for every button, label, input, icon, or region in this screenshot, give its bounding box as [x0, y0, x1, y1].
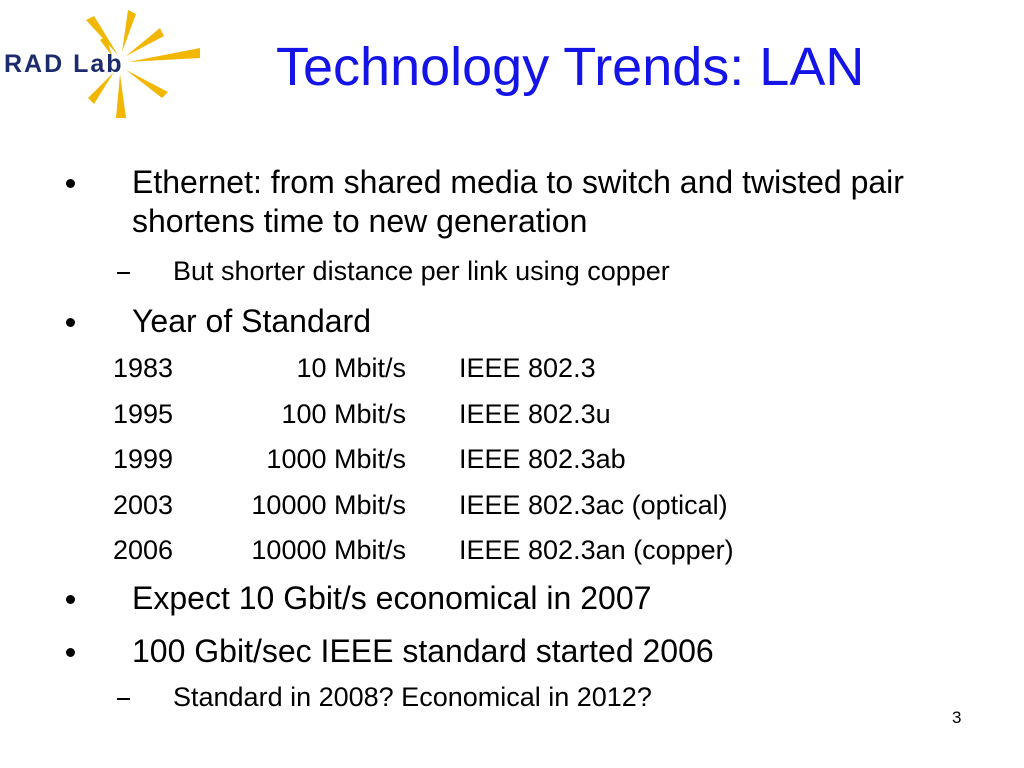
sub-bullet — [117, 272, 130, 274]
year-cell: 2003 — [113, 490, 174, 520]
bullet-text: Year of Standard — [132, 303, 371, 339]
bullet — [66, 595, 75, 604]
standard-cell: IEEE 802.3u — [459, 399, 611, 429]
standard-cell: IEEE 802.3 — [459, 353, 596, 383]
bullet — [66, 179, 75, 188]
page-number: 3 — [952, 708, 962, 727]
sub-bullet-text: Standard in 2008? Economical in 2012? — [173, 682, 652, 712]
bullet-text: 100 Gbit/sec IEEE standard started 2006 — [132, 633, 714, 669]
sub-bullet-text: But shorter distance per link using copp… — [173, 256, 670, 286]
year-cell: 1983 — [113, 353, 174, 383]
bullet — [66, 648, 75, 657]
speed-cell: 1000 Mbit/s — [266, 444, 406, 474]
bullet-text: Ethernet: from shared media to switch an… — [132, 164, 904, 239]
standard-cell: IEEE 802.3ac (optical) — [459, 490, 728, 520]
sub-bullet — [117, 698, 130, 700]
slide-title: Technology Trends: LAN — [276, 37, 865, 97]
speed-cell: 100 Mbit/s — [281, 399, 406, 429]
year-cell: 2006 — [113, 535, 174, 565]
speed-cell: 10000 Mbit/s — [251, 490, 406, 520]
bullet — [66, 318, 75, 327]
speed-cell: 10 Mbit/s — [296, 353, 406, 383]
standard-cell: IEEE 802.3an (copper) — [459, 535, 734, 565]
logo-text: RAD Lab — [4, 50, 124, 78]
year-cell: 1995 — [113, 399, 174, 429]
logo-rays — [86, 10, 200, 118]
bullet-text: Expect 10 Gbit/s economical in 2007 — [132, 580, 652, 616]
standard-cell: IEEE 802.3ab — [459, 444, 626, 474]
speed-cell: 10000 Mbit/s — [251, 535, 406, 565]
year-cell: 1999 — [113, 444, 174, 474]
